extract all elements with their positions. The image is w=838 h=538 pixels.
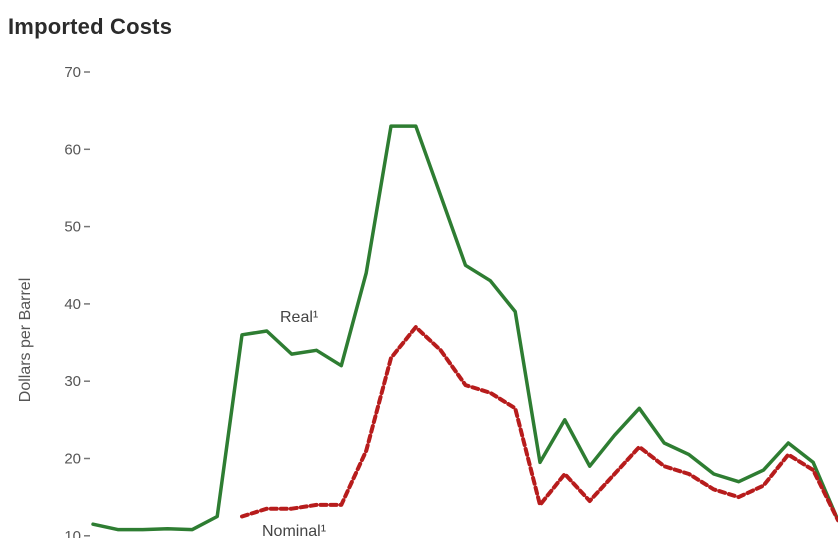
y-tick-label: 30 — [64, 373, 81, 390]
series-label-nominal: Nominal¹ — [262, 523, 326, 538]
y-tick-label: 20 — [64, 451, 81, 468]
series-lines — [91, 124, 838, 532]
series-label-real: Real¹ — [280, 309, 318, 326]
y-axis-label: Dollars per Barrel — [17, 278, 34, 402]
series-line-nominal — [240, 325, 838, 523]
series-line-real — [91, 124, 838, 532]
y-tick-label: 40 — [64, 296, 81, 313]
y-axis: 10 20 30 40 50 60 70 — [64, 64, 90, 538]
y-tick-label: 70 — [64, 64, 81, 81]
chart-title: Imported Costs — [8, 14, 173, 39]
y-tick-label: 10 — [64, 528, 81, 538]
y-tick-label: 60 — [64, 141, 81, 158]
y-tick-label: 50 — [64, 219, 81, 236]
